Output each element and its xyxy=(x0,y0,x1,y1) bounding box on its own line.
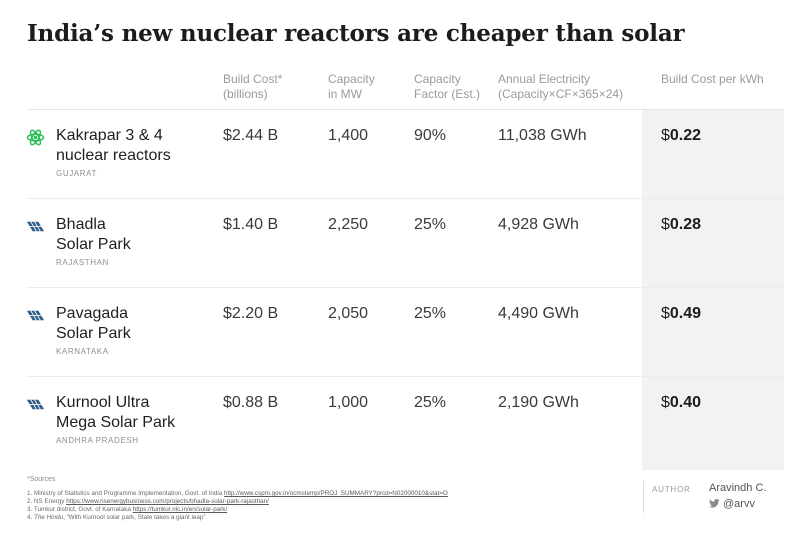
row-annual-electricity: 4,928 GWh xyxy=(498,216,579,233)
row-region: GUJARAT xyxy=(56,169,97,178)
row-name-line1: Kurnool Ultra xyxy=(56,394,150,411)
row-cost-per-kwh-value: 0.28 xyxy=(669,216,702,233)
row-cost-per-kwh: $0.22 xyxy=(661,126,701,146)
row-annual-electricity: 2,190 GWh xyxy=(498,394,579,411)
source-item: 3. Tumkur district, Govt. of Karnataka h… xyxy=(27,506,448,514)
row-cost-per-kwh: $0.40 xyxy=(661,393,701,413)
row-capacity-factor: 25% xyxy=(414,394,447,411)
row-divider xyxy=(27,198,784,199)
header-capacity-line2: in MW xyxy=(328,87,362,101)
row-divider xyxy=(27,287,784,288)
header-build-cost-line2: (billions) xyxy=(223,87,268,101)
atom-icon xyxy=(26,129,45,146)
row-annual-electricity: 11,038 GWh xyxy=(498,127,587,144)
row-build-cost: $1.40 B xyxy=(223,216,279,233)
row-region: RAJASTHAN xyxy=(56,258,109,267)
source-item: 1. Ministry of Statistics and Programme … xyxy=(27,490,448,498)
header-capacity-factor-line1: Capacity xyxy=(414,72,461,86)
header-annual-electricity-line2: (Capacity×CF×365×24) xyxy=(498,87,624,101)
row-cost-per-kwh-symbol: $ xyxy=(661,305,670,322)
source-link[interactable]: http://www.cspm.gov.in/ocmstemp/PROJ_SUM… xyxy=(224,490,448,497)
row-capacity-factor: 25% xyxy=(414,305,447,322)
twitter-icon xyxy=(709,499,720,508)
table-row: Kurnool Ultra Mega Solar Park ANDHRA PRA… xyxy=(0,376,800,465)
page-title: India’s new nuclear reactors are cheaper… xyxy=(27,20,685,47)
row-region: KARNATAKA xyxy=(56,347,109,356)
source-link[interactable]: https://www.nsenergybusiness.com/project… xyxy=(66,498,269,505)
header-capacity-factor-line2: Factor (Est.) xyxy=(414,87,481,101)
solar-panel-icon xyxy=(26,310,45,321)
row-capacity: 1,000 xyxy=(328,394,369,411)
row-build-cost: $0.88 B xyxy=(223,394,279,411)
author-divider xyxy=(643,481,644,513)
row-capacity: 1,400 xyxy=(328,127,369,144)
row-cost-per-kwh-value: 0.49 xyxy=(669,305,702,322)
row-capacity: 2,250 xyxy=(328,216,369,233)
table-row: Kakrapar 3 & 4 nuclear reactors GUJARAT … xyxy=(0,109,800,198)
row-name-line2: nuclear reactors xyxy=(56,146,171,164)
row-name: Pavagada Solar Park xyxy=(56,304,131,343)
row-cost-per-kwh-value: 0.40 xyxy=(669,394,702,411)
row-cost-per-kwh-value: 0.22 xyxy=(669,127,702,144)
row-name-line1: Pavagada xyxy=(56,305,129,322)
row-capacity: 2,050 xyxy=(328,305,369,322)
row-name-line2: Solar Park xyxy=(56,324,131,342)
source-item: 4. The Hindu, “With Kurnool solar park, … xyxy=(27,514,448,522)
header-build-cost: Build Cost* (billions) xyxy=(223,72,282,102)
source-text-rest: , “With Kurnool solar park, State takes … xyxy=(63,514,206,521)
row-capacity-factor: 25% xyxy=(414,216,447,233)
header-divider xyxy=(27,109,784,110)
row-cost-per-kwh-symbol: $ xyxy=(661,127,670,144)
sources-label: *Sources xyxy=(27,476,56,483)
row-annual-electricity: 4,490 GWh xyxy=(498,305,579,322)
source-publication: The Hindu xyxy=(34,514,64,521)
row-name: Bhadla Solar Park xyxy=(56,215,131,254)
row-name-line2: Mega Solar Park xyxy=(56,413,176,431)
author-label: AUTHOR xyxy=(652,485,691,494)
row-cost-per-kwh-symbol: $ xyxy=(661,394,670,411)
row-name-line1: Bhadla xyxy=(56,216,106,233)
row-build-cost: $2.20 B xyxy=(223,305,279,322)
row-build-cost: $2.44 B xyxy=(223,127,279,144)
header-annual-electricity-line1: Annual Electricity xyxy=(498,72,591,86)
source-text: 3. Tumkur district, Govt. of Karnataka xyxy=(27,506,133,513)
row-divider xyxy=(27,376,784,377)
source-text: 4. xyxy=(27,514,35,521)
row-name: Kakrapar 3 & 4 nuclear reactors xyxy=(56,126,171,165)
highlight-column xyxy=(642,109,784,470)
sources-list: 1. Ministry of Statistics and Programme … xyxy=(27,490,448,522)
row-region: ANDHRA PRADESH xyxy=(56,436,139,445)
header-build-cost-line1: Build Cost* xyxy=(223,72,283,86)
source-link[interactable]: https://tumkur.nic.in/en/solar-park/ xyxy=(132,506,228,513)
source-item: 2. NS Energy https://www.nsenergybusines… xyxy=(27,498,448,506)
author-name: Aravindh C. xyxy=(709,482,767,494)
solar-panel-icon xyxy=(26,399,45,410)
source-text: 1. Ministry of Statistics and Programme … xyxy=(27,490,225,497)
header-cost-per-kwh: Build Cost per kWh xyxy=(661,72,764,87)
row-name-line1: Kakrapar 3 & 4 xyxy=(56,127,163,144)
author-handle-text: @arvv xyxy=(723,498,755,510)
row-name-line2: Solar Park xyxy=(56,235,131,253)
row-cost-per-kwh: $0.49 xyxy=(661,304,701,324)
table-row: Bhadla Solar Park RAJASTHAN $1.40 B 2,25… xyxy=(0,198,800,287)
solar-panel-icon xyxy=(26,221,45,232)
source-text: 2. NS Energy xyxy=(27,498,67,505)
header-annual-electricity: Annual Electricity (Capacity×CF×365×24) xyxy=(498,72,623,102)
table-row: Pavagada Solar Park KARNATAKA $2.20 B 2,… xyxy=(0,287,800,376)
header-cost-per-kwh-line1: Build Cost per kWh xyxy=(661,72,764,86)
author-handle[interactable]: @arvv xyxy=(709,498,755,510)
header-capacity: Capacity in MW xyxy=(328,72,375,102)
header-capacity-line1: Capacity xyxy=(328,72,375,86)
header-capacity-factor: Capacity Factor (Est.) xyxy=(414,72,480,102)
row-cost-per-kwh-symbol: $ xyxy=(661,216,670,233)
row-name: Kurnool Ultra Mega Solar Park xyxy=(56,393,175,432)
row-cost-per-kwh: $0.28 xyxy=(661,215,701,235)
row-capacity-factor: 90% xyxy=(414,127,447,144)
